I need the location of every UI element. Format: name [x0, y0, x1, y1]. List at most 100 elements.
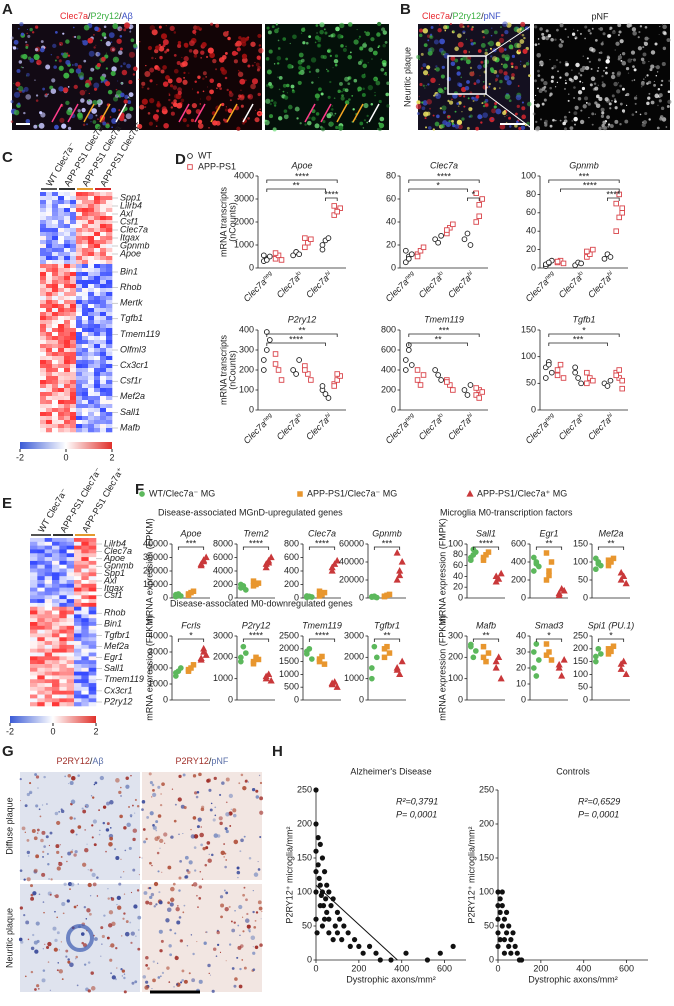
heatmap-cell — [88, 625, 97, 630]
heatmap-cell — [37, 702, 45, 707]
data-point — [543, 550, 550, 556]
texture-dot — [170, 106, 174, 109]
texture-dot — [594, 38, 598, 42]
texture-dot — [427, 126, 432, 130]
data-point — [578, 380, 584, 387]
significance-label: **** — [315, 538, 330, 548]
heatmap-cell — [52, 352, 59, 357]
heatmap-cell — [82, 208, 89, 213]
x-tick-label: Clec7alo — [275, 270, 306, 301]
data-point — [616, 367, 622, 373]
texture-dot — [102, 821, 106, 825]
texture-dot — [493, 105, 497, 109]
texture-dot — [231, 967, 235, 970]
texture-dot — [227, 36, 231, 41]
heatmap-cell — [82, 328, 89, 333]
heatmap-cell — [70, 260, 77, 265]
texture-dot — [25, 119, 31, 124]
heatmap-cell — [30, 618, 38, 623]
texture-dot — [159, 803, 163, 807]
data-point — [461, 387, 468, 393]
texture-dot — [119, 34, 123, 38]
heatmap-cell — [44, 587, 53, 592]
heatmap-cell — [76, 248, 83, 253]
heatmap-cell — [46, 324, 53, 329]
data-point — [560, 656, 568, 663]
texture-dot — [137, 947, 141, 951]
texture-dot — [619, 54, 622, 56]
texture-dot — [107, 888, 109, 890]
heatmap-cell — [44, 557, 53, 562]
texture-dot — [155, 829, 158, 832]
texture-dot — [26, 838, 30, 842]
texture-dot — [579, 32, 582, 35]
data-point — [393, 666, 401, 673]
texture-dot — [614, 119, 619, 124]
texture-dot — [614, 106, 618, 110]
heatmap-cell — [52, 344, 59, 349]
heatmap-cell — [40, 396, 47, 401]
heatmap-cell — [58, 256, 65, 261]
y-tick-label: 100 — [479, 886, 494, 896]
texture-dot — [64, 775, 66, 778]
texture-dot — [372, 50, 378, 56]
texture-dot — [38, 893, 41, 896]
texture-dot — [109, 116, 112, 118]
texture-dot — [246, 924, 251, 929]
data-point — [263, 257, 270, 263]
texture-dot — [420, 67, 424, 70]
data-point — [554, 258, 561, 265]
heatmap-cell — [82, 400, 89, 405]
texture-dot — [341, 90, 343, 93]
data-point — [334, 930, 341, 936]
heatmap-cell — [46, 216, 53, 221]
data-point — [622, 579, 630, 587]
y-tick-label: 200 — [239, 364, 254, 374]
texture-dot — [322, 120, 326, 124]
data-point — [530, 649, 537, 655]
heatmap-cell — [40, 256, 47, 261]
texture-dot — [194, 33, 196, 36]
heatmap-cell — [74, 625, 82, 630]
texture-dot — [606, 115, 610, 119]
texture-dot — [329, 54, 332, 58]
heatmap-cell — [74, 633, 82, 638]
texture-dot — [273, 63, 276, 65]
data-point — [319, 923, 326, 929]
heatmap-cell — [37, 599, 45, 604]
texture-dot — [206, 779, 210, 783]
heatmap-cell — [59, 553, 67, 558]
panel-title: Clec7a/P2ry12/Aβ — [60, 11, 133, 21]
texture-dot — [106, 822, 110, 826]
texture-dot — [122, 917, 125, 920]
texture-dot — [87, 961, 91, 964]
texture-dot — [242, 930, 245, 933]
data-point — [545, 361, 552, 368]
heatmap-cell — [59, 602, 67, 608]
heatmap-cell — [40, 192, 47, 197]
arrow — [83, 103, 95, 123]
row-label: Diffuse plaque — [4, 797, 14, 854]
data-point — [325, 235, 332, 241]
data-point — [444, 227, 450, 233]
texture-dot — [54, 811, 59, 816]
heatmap-cell — [46, 212, 53, 217]
texture-dot — [436, 114, 440, 119]
heatmap-cell — [52, 545, 60, 550]
heatmap-cell — [46, 428, 53, 433]
data-point — [326, 930, 332, 936]
heatmap-cell — [70, 288, 77, 293]
texture-dot — [579, 74, 583, 77]
heatmap-cell — [76, 272, 83, 277]
texture-dot — [477, 64, 482, 70]
heatmap-cell — [66, 560, 75, 566]
heatmap-cell — [37, 595, 45, 600]
heatmap-cell — [106, 340, 113, 345]
texture-dot — [190, 118, 195, 123]
heatmap-cell — [82, 416, 89, 421]
heatmap-cell — [81, 641, 89, 646]
heatmap-cell — [64, 416, 71, 421]
texture-dot — [444, 29, 447, 32]
heatmap-cell — [52, 412, 59, 417]
texture-dot — [334, 63, 338, 67]
